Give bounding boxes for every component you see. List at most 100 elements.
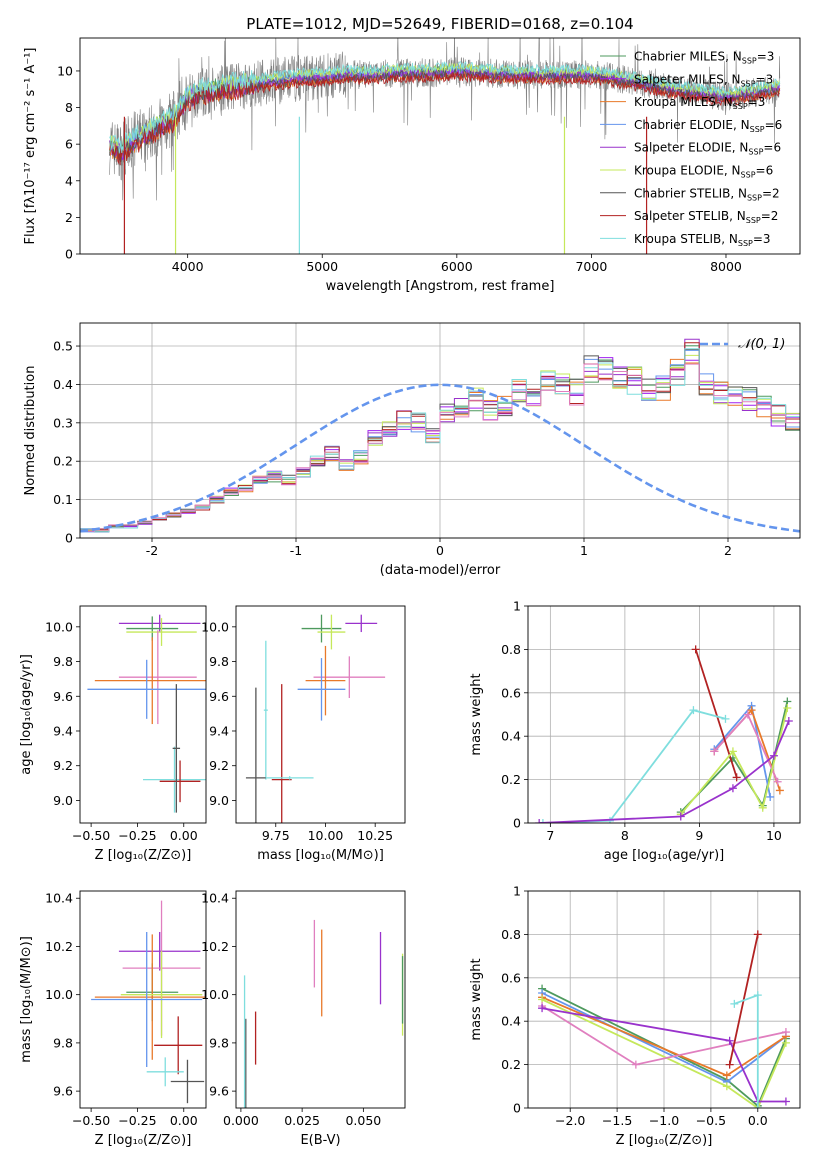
- y-tick-label: 0: [513, 1101, 521, 1116]
- y-tick-label: 0.4: [501, 1014, 521, 1029]
- legend-entry: Chabrier STELIB, NSSP=2: [634, 186, 780, 202]
- x-axis-label: Z [log₁₀(Z/Z⊙)]: [616, 1133, 713, 1148]
- x-tick-label: −0.5: [696, 1113, 726, 1128]
- mass-weight-marker: [631, 1060, 640, 1069]
- model-spectrum-line: [109, 71, 781, 166]
- mass-weight-marker: [781, 1097, 790, 1106]
- mass-weight-line: [541, 1007, 786, 1103]
- y-tick-label: 0: [65, 531, 73, 546]
- x-tick-label: −0.50: [72, 1113, 110, 1128]
- x-tick-label: −1.0: [649, 1113, 679, 1128]
- age-vs-mass-panel: 9.75 10.00 10.25 9.0 9.2 9.4 9.6 9.8 10.0 mass [l…: [201, 605, 406, 863]
- mass-weight-marker: [783, 703, 792, 712]
- x-tick-label: -1: [290, 543, 302, 558]
- y-tick-label: 9.0: [209, 793, 229, 808]
- x-tick-label: 5000: [306, 259, 338, 274]
- y-axis-label: Normed distribution: [23, 366, 38, 496]
- mass-weight-marker: [710, 747, 719, 756]
- normal-curve: [80, 383, 800, 533]
- y-tick-label: 10.0: [45, 987, 73, 1002]
- mass-weight-line: [541, 987, 787, 1108]
- y-tick-label: 0.6: [501, 685, 521, 700]
- mass-weight-line: [713, 712, 779, 783]
- x-tick-label: 6000: [441, 259, 473, 274]
- y-tick-label: 1: [513, 599, 521, 614]
- y-tick-label: 0.6: [501, 970, 521, 985]
- x-tick-label: 9.75: [262, 828, 290, 843]
- x-tick-label: 8: [621, 828, 629, 843]
- mass-weight-vs-age-plot-area: [535, 645, 793, 823]
- axes-frame: [79, 890, 207, 1109]
- x-axis-label: age [log₁₀(age/yr)]: [604, 848, 725, 863]
- x-tick-label: 8000: [710, 259, 742, 274]
- y-tick-label: 0.8: [501, 642, 521, 657]
- mass-weight-marker: [769, 751, 778, 760]
- y-tick-label: 10.0: [45, 619, 73, 634]
- y-axis-label: mass weight: [469, 673, 484, 755]
- y-tick-label: 0.2: [501, 1057, 521, 1072]
- y-tick-label: 9.6: [53, 689, 73, 704]
- mass-weight-marker: [725, 1036, 734, 1045]
- x-tick-label: 0.00: [170, 828, 198, 843]
- axes-frame: [79, 37, 801, 255]
- y-tick-label: 9.8: [209, 654, 229, 669]
- y-tick-label: 9.8: [53, 654, 73, 669]
- legend-entry: Chabrier ELODIE, NSSP=6: [634, 118, 782, 134]
- residuals-plot-area: [80, 338, 800, 533]
- mass-weight-marker: [730, 999, 739, 1008]
- mass-weight-marker: [784, 717, 793, 726]
- residual-histogram: [80, 349, 800, 533]
- axes-frame: [235, 890, 406, 1109]
- model-spectrum-line: [109, 60, 781, 154]
- axes-frame: [79, 605, 207, 824]
- x-tick-label: 1: [580, 543, 588, 558]
- legend-entry: Kroupa STELIB, NSSP=3: [634, 232, 771, 248]
- mass-weight-marker: [758, 803, 767, 812]
- y-tick-label: 9.6: [53, 1084, 73, 1099]
- x-axis-label: Z [log₁₀(Z/Z⊙)]: [95, 848, 192, 863]
- y-tick-label: 10.4: [201, 891, 229, 906]
- legend-entry: Kroupa ELODIE, NSSP=6: [634, 164, 773, 180]
- y-axis-label: Flux [fλ10⁻¹⁷ erg cm⁻² s⁻¹ A⁻¹]: [23, 48, 38, 245]
- age-vs-Z-plot-area: [87, 614, 206, 813]
- y-tick-label: 10.2: [45, 939, 73, 954]
- figure-title: PLATE=1012, MJD=52649, FIBERID=0168, z=0…: [246, 15, 633, 33]
- y-tick-label: 0.2: [501, 772, 521, 787]
- x-axis-label: wavelength [Angstrom, rest frame]: [326, 279, 555, 294]
- x-tick-label: −2.0: [555, 1113, 585, 1128]
- y-tick-label: 9.6: [209, 689, 229, 704]
- mass-weight-marker: [728, 747, 737, 756]
- mass-weight-marker: [691, 645, 700, 654]
- mass-weight-marker: [689, 706, 698, 715]
- mass-weight-marker: [535, 819, 544, 823]
- mass-weight-marker: [538, 819, 547, 823]
- mass-weight-marker: [732, 773, 741, 782]
- mass-weight-line: [694, 649, 738, 778]
- mass-weight-marker: [753, 1104, 762, 1108]
- spectrum-panel: 4000 5000 6000 7000 8000 0 2 4 6 8 10 wavelength [A…: [23, 37, 801, 294]
- y-tick-label: 9.4: [53, 723, 73, 738]
- x-axis-label: (data-model)/error: [380, 563, 501, 578]
- x-tick-label: −1.5: [602, 1113, 632, 1128]
- axes-frame: [527, 890, 801, 1109]
- mass-weight-marker: [753, 991, 762, 1000]
- x-tick-label: -2: [146, 543, 158, 558]
- mass-weight-marker: [676, 812, 685, 821]
- x-tick-label: 0: [436, 543, 444, 558]
- x-tick-label: −0.25: [118, 1113, 156, 1128]
- mass-weight-marker: [766, 792, 775, 801]
- residual-histogram: [80, 363, 800, 532]
- mass-weight-marker: [747, 706, 756, 715]
- y-tick-label: 9.6: [209, 1084, 229, 1099]
- y-tick-label: 9.8: [209, 1035, 229, 1050]
- age-vs-mass-plot-area: [245, 614, 386, 823]
- mass-weight-line: [733, 993, 759, 1108]
- spectrum-plot-area: [109, 38, 781, 254]
- mass-vs-ebv-panel: 0.000 0.025 0.050 9.6 9.8 10.0 10.2 10.4 E(B-V): [201, 890, 406, 1148]
- y-tick-label: 9.2: [53, 758, 73, 773]
- legend-entry: 𝒩(0, 1): [738, 337, 785, 352]
- x-tick-label: 7: [546, 828, 554, 843]
- residuals-panel: -2 -1 0 1 2 0 0.1 0.2 0.3 0.4 0.5 (data-model)/erro…: [23, 322, 801, 578]
- mass-weight-vs-age-panel: 7 8 9 10 0 0.2 0.4 0.6 0.8 1 age [log₁₀(age/yr)] ma…: [469, 599, 801, 863]
